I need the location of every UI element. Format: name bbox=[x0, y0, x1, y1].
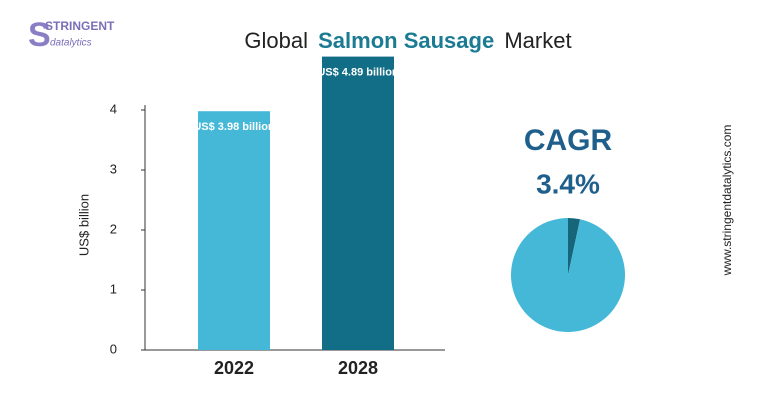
y-axis-label: US$ billion bbox=[76, 194, 91, 256]
pie-title: CAGR bbox=[524, 124, 613, 157]
y-tick-label: 3 bbox=[110, 161, 117, 176]
x-tick-label: 2028 bbox=[338, 358, 378, 378]
chart-title: Global Salmon Sausage Market bbox=[244, 28, 571, 53]
y-tick-label: 4 bbox=[110, 101, 117, 116]
title-part: Global bbox=[244, 28, 308, 53]
logo: S STRINGENT datalytics bbox=[28, 16, 115, 54]
website: www.stringentdatalytics.com bbox=[720, 125, 734, 277]
bar bbox=[198, 111, 270, 350]
value-label: US$ 4.89 billion bbox=[317, 67, 399, 79]
title-highlight: Salmon Sausage bbox=[318, 28, 494, 53]
logo-tagline: datalytics bbox=[50, 38, 92, 49]
y-tick-label: 2 bbox=[110, 221, 117, 236]
value-label: US$ 3.98 billion bbox=[193, 121, 275, 133]
y-tick-label: 1 bbox=[110, 281, 117, 296]
logo-brand: STRINGENT bbox=[45, 19, 115, 33]
logo-mark: S bbox=[28, 16, 51, 54]
bar bbox=[322, 56, 394, 350]
cagr-value: 3.4% bbox=[536, 168, 600, 199]
x-tick-label: 2022 bbox=[214, 358, 254, 378]
title-part: Market bbox=[504, 28, 571, 53]
y-tick-label: 0 bbox=[110, 341, 117, 356]
pie-slice bbox=[568, 218, 581, 275]
pie-slice bbox=[511, 218, 625, 333]
